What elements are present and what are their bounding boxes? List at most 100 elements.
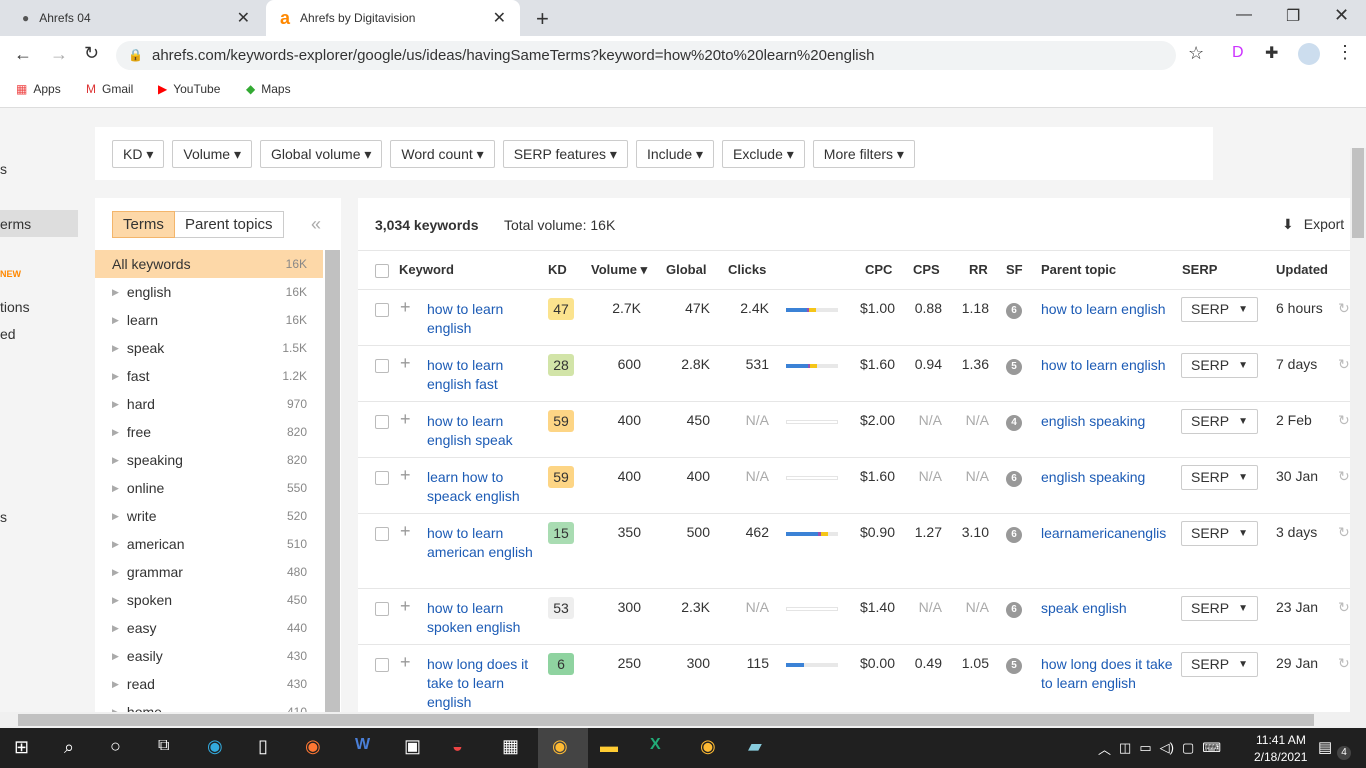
- serp-dropdown[interactable]: SERP ▼: [1181, 465, 1258, 490]
- serp-dropdown[interactable]: SERP ▼: [1181, 596, 1258, 621]
- keyword-link[interactable]: how to learn english: [427, 301, 504, 336]
- volume-icon[interactable]: ◁): [1159, 740, 1174, 755]
- expand-caret-icon[interactable]: ▶: [112, 622, 119, 633]
- add-to-list-icon[interactable]: +: [400, 465, 411, 485]
- parent-topic-link[interactable]: how to learn english: [1041, 301, 1166, 317]
- expand-caret-icon[interactable]: ▶: [112, 538, 119, 549]
- meet-icon[interactable]: ◫: [1119, 740, 1132, 755]
- firefox-icon[interactable]: ◉: [305, 736, 321, 756]
- term-item[interactable]: ▶ english 16K: [95, 278, 323, 306]
- collapse-icon[interactable]: «: [311, 214, 322, 234]
- term-item[interactable]: ▶ speaking 820: [95, 446, 323, 474]
- expand-caret-icon[interactable]: ▶: [112, 370, 119, 381]
- row-checkbox[interactable]: [375, 602, 389, 616]
- minimize-icon[interactable]: —: [1236, 6, 1252, 23]
- keyword-link[interactable]: how to learn english speak: [427, 413, 513, 448]
- select-all-checkbox[interactable]: [375, 264, 389, 278]
- serp-features-count[interactable]: 6: [1006, 527, 1022, 543]
- refresh-icon[interactable]: ↻: [1338, 468, 1350, 484]
- bookmark-maps[interactable]: ◆ Maps: [246, 82, 291, 96]
- term-item[interactable]: ▶ grammar 480: [95, 558, 323, 586]
- parent-topic-link[interactable]: how to learn english: [1041, 357, 1166, 373]
- expand-caret-icon[interactable]: ▶: [112, 566, 119, 577]
- header-serp[interactable]: SERP: [1182, 262, 1218, 277]
- refresh-icon[interactable]: ↻: [1338, 655, 1350, 671]
- header-rr[interactable]: RR: [969, 262, 988, 277]
- refresh-icon[interactable]: ↻: [1338, 412, 1350, 428]
- term-item[interactable]: ▶ easy 440: [95, 614, 323, 642]
- sidebar-item-related[interactable]: ed: [0, 326, 16, 342]
- term-item[interactable]: ▶ free 820: [95, 418, 323, 446]
- bookmark-star-icon[interactable]: ☆: [1188, 43, 1205, 63]
- sidebar-item-terms[interactable]: erms: [0, 210, 78, 237]
- row-checkbox[interactable]: [375, 471, 389, 485]
- header-cpc[interactable]: CPC: [865, 262, 893, 277]
- word-icon[interactable]: W: [355, 736, 371, 753]
- keyword-link[interactable]: learn how to speack english: [427, 469, 520, 504]
- header-sf[interactable]: SF: [1006, 262, 1023, 277]
- extensions-puzzle-icon[interactable]: ✚: [1265, 45, 1279, 62]
- add-to-list-icon[interactable]: +: [400, 297, 411, 317]
- expand-caret-icon[interactable]: ▶: [112, 650, 119, 661]
- expand-caret-icon[interactable]: ▶: [112, 510, 119, 521]
- bookmark-youtube[interactable]: ▶ YouTube: [158, 82, 221, 96]
- term-item[interactable]: ▶ american 510: [95, 530, 323, 558]
- window-close-icon[interactable]: ✕: [1334, 5, 1350, 25]
- filter-include[interactable]: Include ▾: [635, 139, 715, 168]
- network-icon[interactable]: ▢: [1181, 740, 1195, 755]
- calculator-icon[interactable]: ▦: [502, 736, 520, 756]
- forward-icon[interactable]: →: [50, 44, 68, 64]
- filter-kd[interactable]: KD ▾: [112, 139, 165, 168]
- serp-features-count[interactable]: 5: [1006, 359, 1022, 375]
- add-to-list-icon[interactable]: +: [400, 521, 411, 541]
- profile-avatar[interactable]: [1298, 43, 1320, 65]
- term-item[interactable]: ▶ hard 970: [95, 390, 323, 418]
- serp-dropdown[interactable]: SERP ▼: [1181, 521, 1258, 546]
- add-to-list-icon[interactable]: +: [400, 596, 411, 616]
- expand-caret-icon[interactable]: ▶: [112, 286, 119, 297]
- paint-icon[interactable]: ◒: [452, 736, 463, 756]
- expand-caret-icon[interactable]: ▶: [112, 706, 119, 714]
- filter-serp-features[interactable]: SERP features ▾: [502, 139, 628, 168]
- serp-dropdown[interactable]: SERP ▼: [1181, 353, 1258, 378]
- header-keyword[interactable]: Keyword: [399, 262, 454, 277]
- filter-volume[interactable]: Volume ▾: [172, 139, 252, 168]
- refresh-icon[interactable]: ↻: [1338, 599, 1350, 615]
- search-icon[interactable]: ⌕: [64, 737, 75, 757]
- expand-caret-icon[interactable]: ▶: [112, 482, 119, 493]
- keyword-link[interactable]: how to learn spoken english: [427, 600, 521, 635]
- keyword-link[interactable]: how to learn american english: [427, 525, 533, 560]
- tab-parent-topics[interactable]: Parent topics: [175, 211, 284, 238]
- expand-caret-icon[interactable]: ▶: [112, 426, 119, 437]
- tab-ahrefs-04[interactable]: ● Ahrefs 04 ✕: [8, 0, 264, 36]
- header-volume[interactable]: Volume ▾: [591, 262, 648, 277]
- serp-dropdown[interactable]: SERP ▼: [1181, 297, 1258, 322]
- task-view-icon[interactable]: ⧉: [158, 737, 170, 754]
- chrome-taskbar-active[interactable]: ◉: [538, 728, 588, 768]
- parent-topic-link[interactable]: speak english: [1041, 600, 1127, 616]
- serp-dropdown[interactable]: SERP ▼: [1181, 409, 1258, 434]
- notepad-icon[interactable]: ▰: [748, 736, 762, 756]
- row-checkbox[interactable]: [375, 658, 389, 672]
- row-checkbox[interactable]: [375, 527, 389, 541]
- keyword-link[interactable]: how long does it take to learn english: [427, 656, 529, 710]
- battery-icon[interactable]: ▭: [1139, 740, 1152, 755]
- term-item[interactable]: ▶ online 550: [95, 474, 323, 502]
- keyword-link[interactable]: how to learn english fast: [427, 357, 504, 392]
- parent-topic-link[interactable]: how long does it take to learn english: [1041, 656, 1173, 691]
- clock-time[interactable]: 11:41 AM: [1256, 733, 1306, 747]
- extension-icon[interactable]: D: [1232, 44, 1244, 61]
- url-input[interactable]: 🔒 ahrefs.com/keywords-explorer/google/us/…: [116, 41, 1176, 70]
- filter-word-count[interactable]: Word count ▾: [390, 139, 495, 168]
- refresh-icon[interactable]: ↻: [1338, 524, 1350, 540]
- windows-start-icon[interactable]: ⊞: [14, 737, 30, 757]
- app-icon[interactable]: ▣: [404, 736, 422, 756]
- file-explorer-icon[interactable]: ▬: [600, 736, 618, 756]
- term-item[interactable]: All keywords 16K: [95, 250, 323, 278]
- parent-topic-link[interactable]: english speaking: [1041, 413, 1146, 429]
- term-item[interactable]: ▶ easily 430: [95, 642, 323, 670]
- page-scrollbar[interactable]: [1350, 148, 1366, 712]
- row-checkbox[interactable]: [375, 359, 389, 373]
- close-tab-icon[interactable]: ✕: [236, 10, 250, 27]
- close-tab-icon[interactable]: ✕: [492, 10, 506, 27]
